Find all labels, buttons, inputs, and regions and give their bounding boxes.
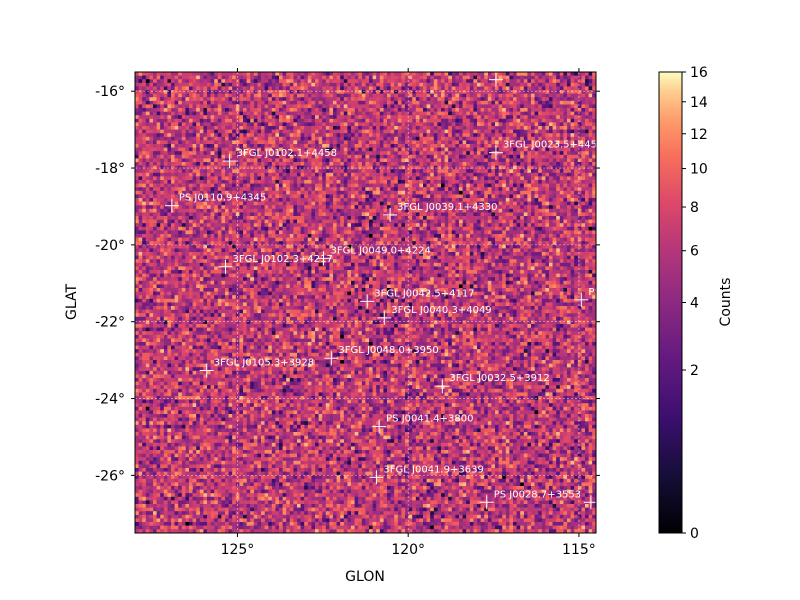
source-marker: PS J0028.7+3553 — [479, 489, 581, 510]
source-label: PS J0110.9+4345 — [179, 193, 266, 204]
colorbar-tick-label: 2 — [690, 363, 699, 379]
source-marker: 3FGL J0102.3+4217 — [218, 254, 333, 274]
source-marker: 3FGL J0040.3+4049 — [377, 305, 492, 325]
source-label: 3FGL J0041.9+3639 — [383, 464, 483, 475]
count-map — [135, 72, 596, 533]
plot-frame — [134, 71, 597, 534]
source-marker: PS J0041.4+3800 — [372, 414, 473, 434]
source-label: 3FGL J0049.0+4224 — [330, 245, 430, 256]
y-tick-label: -18° — [95, 161, 125, 177]
colorbar-label: Counts — [718, 278, 734, 327]
source-label: 3FGL J0042.5+4117 — [374, 288, 474, 299]
source-marker: 3FGL J0041.9+3639 — [369, 464, 484, 485]
x-tick-label: 125° — [221, 542, 255, 558]
source-label: 3FGL J0039.1+4330 — [397, 202, 497, 213]
colorbar-tick-label: 4 — [690, 296, 699, 312]
y-tick-label: -26° — [95, 468, 125, 484]
source-label: 3FGL J0102.3+4217 — [232, 254, 332, 265]
x-tick-label: 120° — [391, 542, 425, 558]
source-marker: 3FGL J0049.0+4224 — [316, 245, 431, 266]
source-label: 3FGL J0102.1+4458 — [237, 148, 337, 159]
colorbar-tick-label: 10 — [690, 162, 708, 178]
y-tick-label: -16° — [95, 84, 125, 100]
colorbar: 0 2 4 6 8 10 12 14 16 Counts — [658, 65, 734, 542]
axis-ticks: 125° 120° 115° -16° -18° -20° -22° -24° -26° — [95, 68, 600, 558]
source-marker: PS J0110.9+4345 — [164, 193, 266, 213]
colorbar-tick-label: 6 — [690, 244, 699, 260]
y-tick-label: -24° — [95, 392, 125, 408]
colorbar-tick-label: 16 — [690, 65, 708, 81]
source-marker: 3FGL J0039.1+4330 — [383, 202, 497, 222]
source-marker: 3FGL J0105.3+3928 — [199, 357, 314, 378]
colorbar-tick-label: 14 — [690, 95, 708, 111]
y-tick-label: -22° — [95, 315, 125, 331]
y-tick-label: -20° — [95, 238, 125, 254]
colorbar-tick-label: 12 — [690, 127, 708, 143]
source-label: 3FGL J0023.5+445 — [503, 140, 597, 151]
source-label: PS — [588, 287, 600, 298]
source-marker: PS — [574, 287, 600, 307]
source-label: PS J0041.4+3800 — [386, 414, 473, 425]
colorbar-ticks: 0 2 4 6 8 10 12 14 16 — [682, 65, 708, 542]
source-marker — [488, 72, 503, 87]
colorbar-tick-label: 8 — [690, 200, 699, 216]
source-marker: 3FGL J0032.5+3912 — [435, 373, 550, 394]
source-label: PS J0028.7+3553 — [494, 489, 581, 500]
source-label: 3FGL J0032.5+3912 — [449, 373, 549, 384]
x-tick-label: 115° — [562, 542, 596, 558]
source-label: 3FGL J0040.3+4049 — [391, 305, 491, 316]
source-marker: 3FGL J0048.0+3950 — [324, 345, 439, 366]
grid-lines — [135, 72, 596, 533]
source-marker: 3FGL J0042.5+4117 — [360, 288, 475, 309]
source-markers: 3FGL J0102.1+4458 3FGL J0023.5+445 PS J011… — [164, 72, 600, 510]
source-label: 3FGL J0105.3+3928 — [214, 357, 314, 368]
x-axis-title: GLON — [345, 569, 385, 585]
colorbar-tick-label: 0 — [690, 526, 699, 542]
y-axis-title: GLAT — [64, 284, 80, 320]
source-marker: 3FGL J0102.1+4458 — [222, 148, 337, 169]
colorbar-gradient — [658, 71, 683, 534]
source-label: 3FGL J0048.0+3950 — [338, 345, 438, 356]
source-marker: 3FGL J0023.5+445 — [488, 140, 597, 160]
source-marker-layer: 3FGL J0102.1+4458 3FGL J0023.5+445 PS J011… — [164, 72, 600, 510]
